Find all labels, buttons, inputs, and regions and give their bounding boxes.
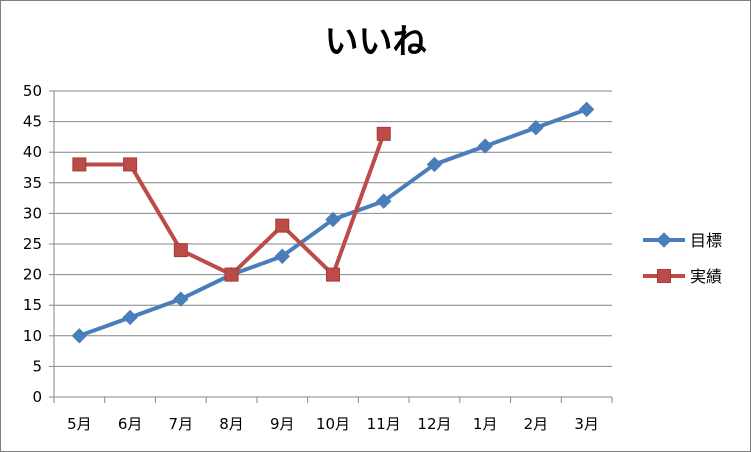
series-1-point xyxy=(325,211,341,228)
series-1-point xyxy=(528,120,544,136)
y-tick-label: 50 xyxy=(23,82,42,100)
x-tick-label: 8月 xyxy=(219,415,244,433)
series-1-point xyxy=(426,156,443,173)
series-1-point xyxy=(578,101,595,118)
legend-marker-1 xyxy=(656,232,672,248)
x-tick-label: 1月 xyxy=(473,415,498,433)
series-1-point xyxy=(71,328,88,344)
series-1-point xyxy=(173,291,189,307)
series-2-point xyxy=(123,157,138,172)
legend-marker-2 xyxy=(657,269,671,283)
x-tick-label: 12月 xyxy=(417,415,451,433)
y-tick-label: 25 xyxy=(23,235,42,253)
series-2-point xyxy=(275,218,290,233)
series-2-point xyxy=(224,267,239,282)
series-2-point xyxy=(326,267,340,282)
series-1-point xyxy=(122,309,138,326)
x-tick-label: 2月 xyxy=(524,415,549,433)
series-2-point xyxy=(72,157,87,172)
x-tick-label: 9月 xyxy=(270,415,295,433)
legend-label-1: 目標 xyxy=(690,231,722,250)
x-tick-label: 7月 xyxy=(169,415,194,433)
x-tick-label: 11月 xyxy=(367,415,401,433)
y-tick-label: 20 xyxy=(23,266,42,284)
chart-title: いいね xyxy=(324,22,427,62)
x-tick-label: 10月 xyxy=(316,415,350,433)
y-tick-label: 35 xyxy=(23,174,42,192)
y-tick-label: 10 xyxy=(23,327,42,345)
series-line-2 xyxy=(79,133,386,277)
series-2-point xyxy=(173,243,188,258)
series-2-point xyxy=(376,126,391,141)
series-1-point xyxy=(376,193,392,209)
y-tick-label: 45 xyxy=(23,113,42,131)
legend-label-2: 実績 xyxy=(690,267,722,286)
y-tick-label: 15 xyxy=(23,296,42,314)
series-1-point xyxy=(477,138,493,154)
series-1-point xyxy=(274,248,290,264)
y-tick-label: 5 xyxy=(32,357,42,375)
x-tick-label: 5月 xyxy=(67,415,92,433)
y-tick-label: 30 xyxy=(23,204,42,222)
x-tick-label: 3月 xyxy=(574,415,599,433)
y-tick-label: 40 xyxy=(23,143,42,161)
y-tick-label: 0 xyxy=(32,388,42,406)
x-tick-label: 6月 xyxy=(118,415,143,433)
